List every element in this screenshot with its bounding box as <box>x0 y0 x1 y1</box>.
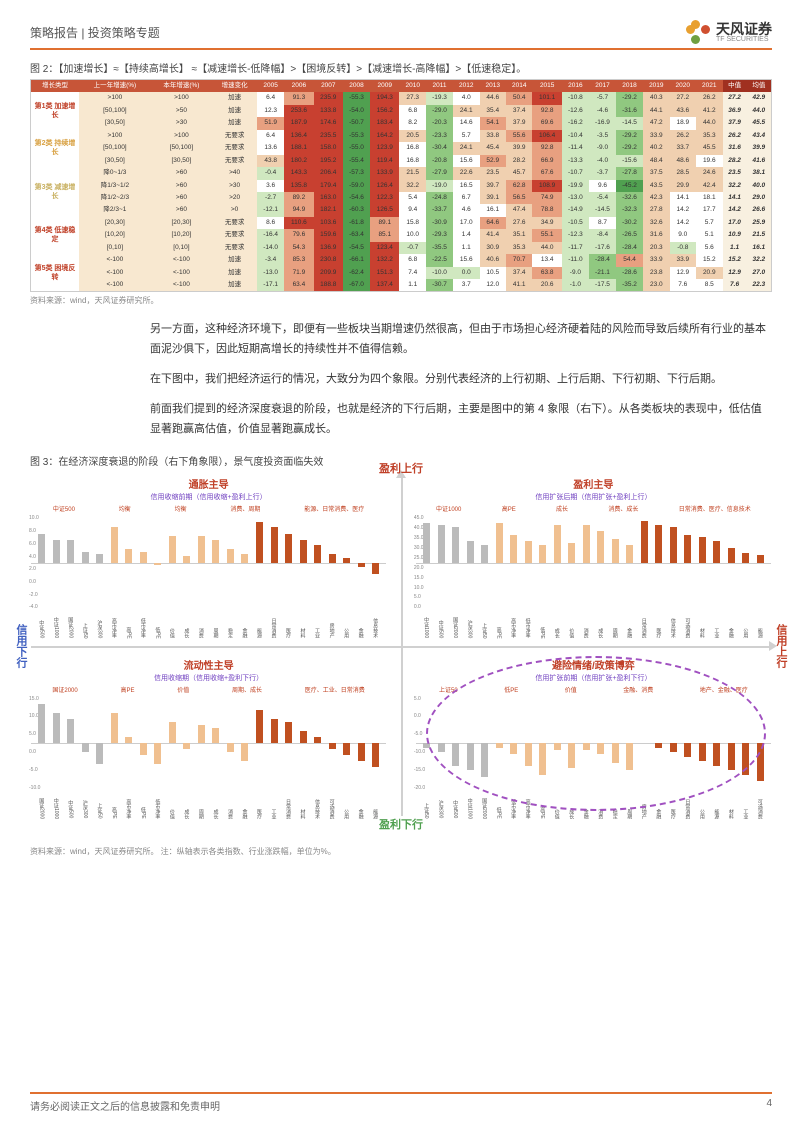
quadrant-3: 流动性主导信用收缩期（信用收缩+盈利下行）国证2000高PE价值周期、成长医疗、… <box>31 657 386 817</box>
logo-cn: 天风证券 <box>716 22 772 36</box>
fig2-title: 图 2：【加速增长】≈【持续高增长】 ≈【减速增长-低降幅】>【困境反转】>【减… <box>30 60 772 75</box>
body-text: 另一方面，这种经济环境下，即便有一些板块当期增速仍然很高，但由于市场担心经济硬着… <box>150 320 772 439</box>
axis-bottom: 盈利下行 <box>379 816 423 832</box>
quadrant-chart: 盈利上行 盈利下行 信用下行 信用上行 通胀主导信用收缩前期（信用收缩+盈利上行… <box>31 476 771 816</box>
quadrant-1: 通胀主导信用收缩前期（信用收缩+盈利上行）中证500均衡均衡消费、周期能源、日常… <box>31 476 386 636</box>
fig3-source: 资料来源：wind，天风证券研究所。 注：纵轴表示各类指数、行业涨跌幅，单位为%… <box>30 846 772 857</box>
footer-text: 请务必阅读正文之后的信息披露和免责申明 <box>30 1098 220 1113</box>
highlight-circle <box>426 656 766 811</box>
quadrant-2: 盈利主导信用扩张后期（信用扩张+盈利上行）中证1000高PE成长消费、成长日常消… <box>416 476 771 636</box>
header-title: 策略报告 | 投资策略专题 <box>30 24 160 41</box>
axis-left: 信用下行 <box>13 624 29 668</box>
fig2-table: 增长类型上一年增速(%)本年增速(%)增速变化20052006200720082… <box>30 79 772 292</box>
company-logo: 天风证券 TF SECURITIES <box>686 20 772 44</box>
axis-right: 信用上行 <box>773 624 789 668</box>
para1: 另一方面，这种经济环境下，即便有一些板块当期增速仍然很高，但由于市场担心经济硬着… <box>150 320 772 360</box>
axis-top: 盈利上行 <box>379 460 423 476</box>
para2: 在下图中，我们把经济运行的情况，大致分为四个象限。分别代表经济的上行初期、上行后… <box>150 370 772 390</box>
page-footer: 请务必阅读正文之后的信息披露和免责申明 4 <box>30 1092 772 1113</box>
page-header: 策略报告 | 投资策略专题 天风证券 TF SECURITIES <box>30 20 772 50</box>
page-number: 4 <box>766 1098 772 1113</box>
fig2-source: 资料来源：wind，天风证券研究所。 <box>30 295 772 306</box>
para3: 前面我们提到的经济深度衰退的阶段，也就是经济的下行后期，主要是图中的第 4 象限… <box>150 400 772 440</box>
logo-icon <box>686 20 710 44</box>
logo-en: TF SECURITIES <box>716 36 772 43</box>
